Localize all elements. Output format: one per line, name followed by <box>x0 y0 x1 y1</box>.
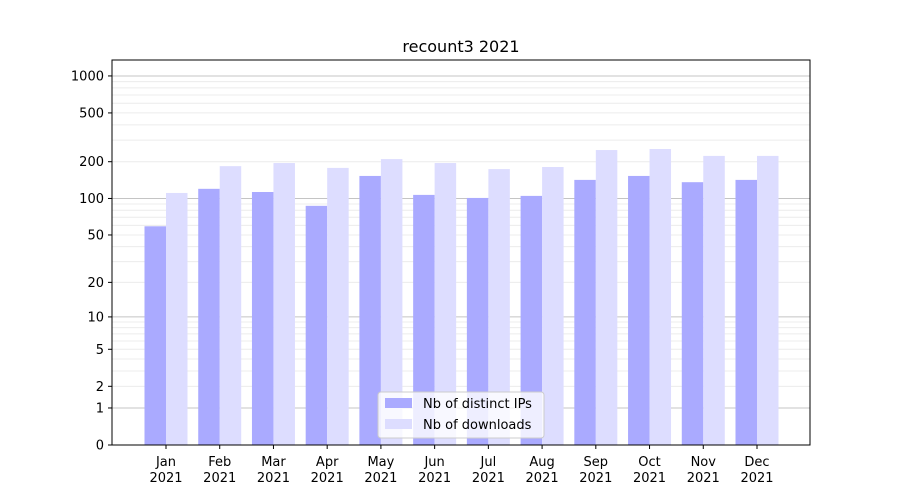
bar-downloads <box>434 163 457 446</box>
legend-box <box>377 391 545 439</box>
y-tick-label: 2 <box>96 380 104 395</box>
legend-swatch <box>385 419 412 429</box>
bar-distinct-ips <box>520 195 543 445</box>
bar-distinct-ips <box>359 175 381 446</box>
legend: Nb of distinct IPs Nb of downloads <box>377 391 545 439</box>
legend-swatch <box>385 398 412 408</box>
x-tick-label: Nov 2021 <box>687 455 720 486</box>
bar-distinct-ips <box>413 194 435 445</box>
legend-label: Nb of distinct IPs <box>423 397 532 412</box>
bar-distinct-ips <box>251 192 274 445</box>
y-tick-label: 20 <box>87 276 104 291</box>
x-tick-label: Aug 2021 <box>526 455 559 486</box>
x-tick-label: Mar 2021 <box>257 455 290 486</box>
chart-title: recount3 2021 <box>402 37 519 56</box>
bar-downloads <box>380 159 403 445</box>
x-tick-label: Jan 2021 <box>149 455 182 486</box>
y-tick-label: 5 <box>96 343 104 358</box>
bar-downloads <box>595 150 618 445</box>
y-tick-label: 50 <box>87 228 104 243</box>
x-tick-label: Jun 2021 <box>418 455 451 486</box>
bar-downloads <box>542 167 564 445</box>
x-tick-label: May 2021 <box>364 455 397 486</box>
bar-distinct-ips <box>681 182 704 446</box>
y-tick-label: 500 <box>79 106 104 121</box>
plot-frame <box>111 59 811 446</box>
bar-distinct-ips <box>466 197 489 445</box>
bar-downloads <box>703 155 725 445</box>
y-tick-label: 100 <box>79 192 104 207</box>
bar-distinct-ips <box>628 175 650 446</box>
y-tick-label: 1000 <box>71 69 104 84</box>
x-tick-label: Feb 2021 <box>203 455 236 486</box>
x-tick-label: Apr 2021 <box>311 455 344 486</box>
bar-downloads <box>219 166 242 445</box>
x-tick-label: Sep 2021 <box>579 455 612 486</box>
bar-distinct-ips <box>198 188 220 446</box>
bar-distinct-ips <box>735 179 757 445</box>
x-tick-label: Jul 2021 <box>472 455 505 486</box>
y-tick-label: 10 <box>87 310 104 325</box>
bar-downloads <box>649 148 672 446</box>
bar-downloads <box>488 169 510 445</box>
bar-downloads <box>327 167 349 445</box>
bar-downloads <box>757 155 779 445</box>
bar-downloads <box>166 192 188 445</box>
y-tick-label: 1 <box>96 401 104 416</box>
x-tick-label: Dec 2021 <box>740 455 773 486</box>
bar-downloads <box>273 163 295 446</box>
y-tick-label: 200 <box>79 155 104 170</box>
y-tick-label: 0 <box>96 439 104 454</box>
bar-distinct-ips <box>144 226 166 445</box>
bar-distinct-ips <box>305 205 328 445</box>
bar-distinct-ips <box>574 179 596 445</box>
legend-label: Nb of downloads <box>423 418 532 433</box>
x-tick-label: Oct 2021 <box>633 455 666 486</box>
